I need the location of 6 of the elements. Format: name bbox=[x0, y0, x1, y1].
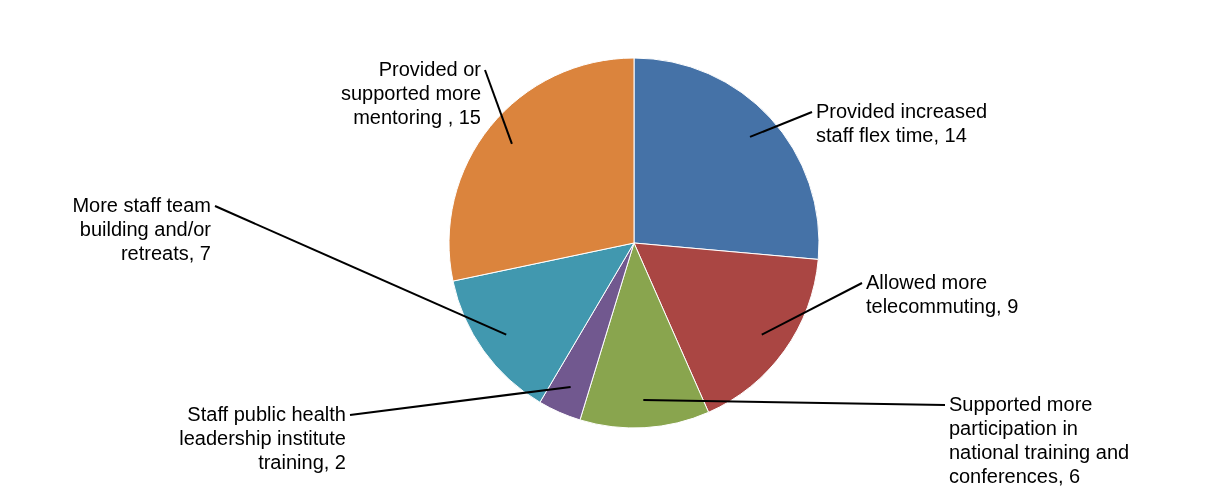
slice-label: Allowed more telecommuting, 9 bbox=[866, 271, 1019, 317]
slice-label: Provided or supported more mentoring , 15 bbox=[340, 58, 482, 128]
slice-label: Supported more participation in national training and conferences, 6 bbox=[949, 393, 1130, 487]
slice-label: More staff team building and/or retreats, 7 bbox=[72, 194, 212, 264]
slice-label: Provided increased staff flex time, 14 bbox=[816, 100, 988, 146]
slice-label: Staff public health leadership institute training, 2 bbox=[179, 403, 346, 473]
